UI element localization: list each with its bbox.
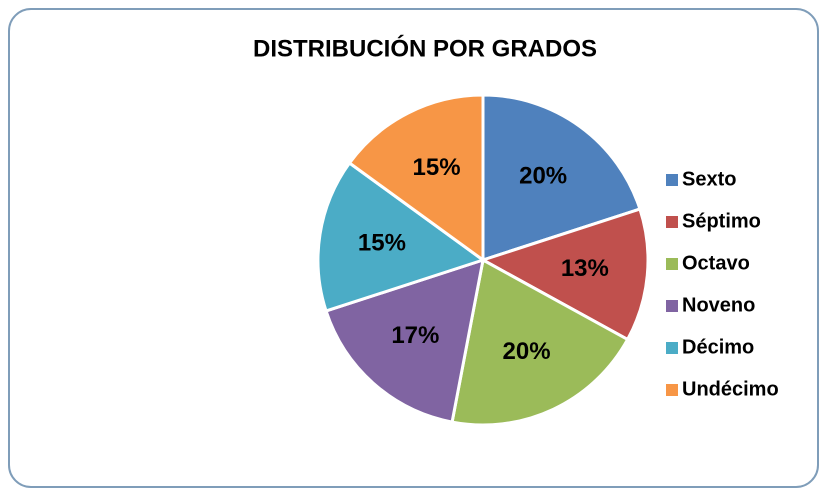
pie-slice (324, 257, 485, 424)
legend-swatch (666, 300, 678, 312)
data-label: 20% (503, 338, 551, 365)
data-label: 13% (561, 255, 609, 282)
legend-label: Undécimo (682, 378, 779, 400)
data-label: 17% (391, 322, 439, 349)
legend-label: Noveno (682, 294, 755, 316)
chart-title: DISTRIBUCIÓN POR GRADOS (253, 34, 597, 62)
legend-swatch (666, 216, 678, 228)
legend-label: Octavo (682, 252, 750, 274)
legend-swatch (666, 342, 678, 354)
data-label: 15% (358, 229, 406, 256)
pie-slice (347, 93, 485, 263)
pie-slice (479, 207, 650, 342)
legend-swatch (666, 258, 678, 270)
legend-swatch (666, 384, 678, 396)
pie-slice (481, 93, 642, 263)
legend-label: Séptimo (682, 210, 761, 232)
legend-label: Décimo (682, 336, 754, 358)
legend-label: Sexto (682, 168, 736, 190)
data-label: 20% (519, 163, 567, 190)
pie-slice (450, 257, 630, 427)
pie-slice (316, 160, 487, 313)
legend-swatch (666, 174, 678, 186)
data-label: 15% (413, 154, 461, 181)
